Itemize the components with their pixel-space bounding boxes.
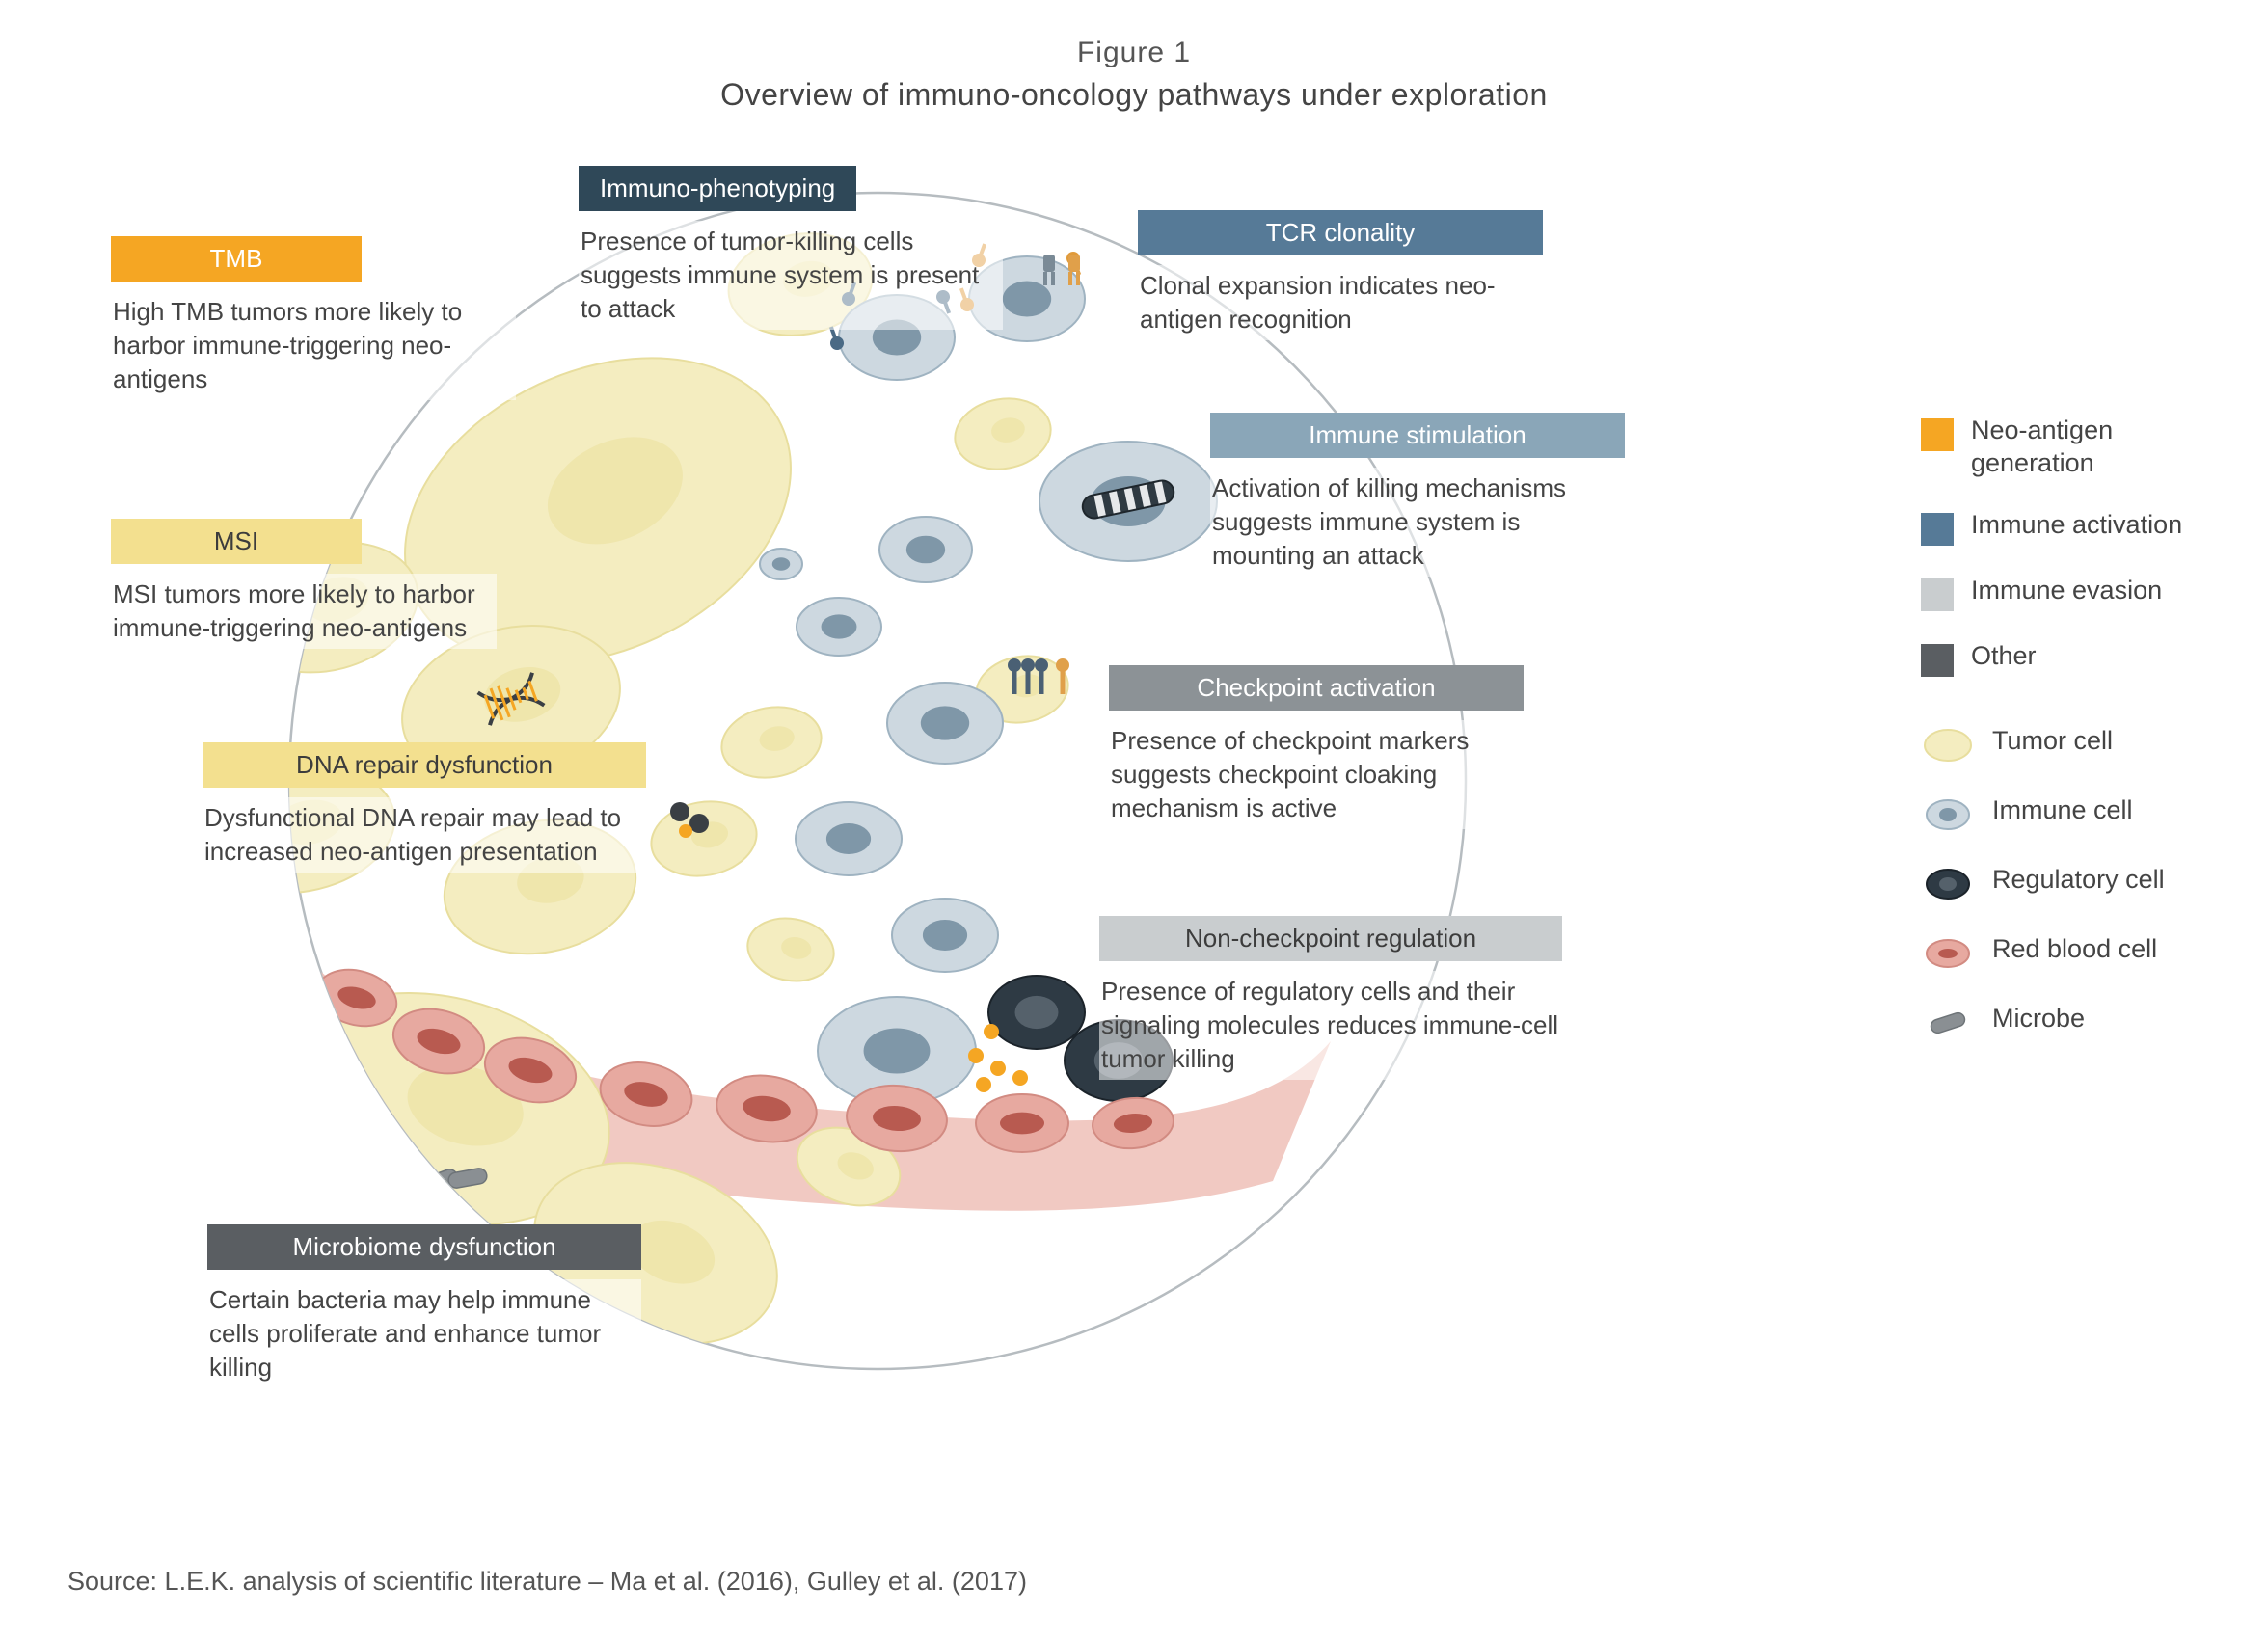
- figure-header: Figure 1 Overview of immuno-oncology pat…: [0, 37, 2268, 113]
- legend-label: Immune activation: [1971, 509, 2182, 542]
- legend-cell-icon: [1921, 725, 1975, 766]
- callout-desc-immuno-phenotyping: Presence of tumor-killing cells suggests…: [579, 221, 1003, 330]
- legend-category-row: Immune evasion: [1921, 575, 2191, 611]
- callout-header-tmb: TMB: [111, 236, 362, 282]
- callout-microbiome: Microbiome dysfunction Certain bacteria m…: [207, 1224, 641, 1388]
- callout-desc-tcr-clonality: Clonal expansion indicates neo-antigen r…: [1138, 265, 1543, 340]
- legend-category-row: Immune activation: [1921, 509, 2191, 546]
- legend-swatch: [1921, 513, 1954, 546]
- legend-cells: Tumor cell Immune cell Regulatory cell Red …: [1921, 725, 2191, 1043]
- callout-header-immuno-phenotyping: Immuno-phenotyping: [579, 166, 856, 211]
- callout-desc-tmb: High TMB tumors more likely to harbor im…: [111, 291, 516, 400]
- legend-cell-label: Regulatory cell: [1992, 864, 2165, 897]
- callout-msi: MSI MSI tumors more likely to harbor immu…: [111, 519, 497, 649]
- callout-immune-stimulation: Immune stimulation Activation of killing …: [1210, 413, 1625, 577]
- callout-desc-microbiome: Certain bacteria may help immune cells p…: [207, 1279, 641, 1388]
- legend-cell-row: Red blood cell: [1921, 933, 2191, 974]
- legend-cell-row: Tumor cell: [1921, 725, 2191, 766]
- legend-cell-label: Microbe: [1992, 1003, 2085, 1035]
- callout-tmb: TMB High TMB tumors more likely to harbor…: [111, 236, 516, 400]
- legend-cell-row: Immune cell: [1921, 794, 2191, 835]
- callout-desc-msi: MSI tumors more likely to harbor immune-…: [111, 574, 497, 649]
- callout-immuno-phenotyping: Immuno-phenotyping Presence of tumor-kill…: [579, 166, 1003, 330]
- legend-swatch: [1921, 644, 1954, 677]
- legend-cell-icon: [1921, 1003, 1975, 1043]
- callout-desc-immune-stimulation: Activation of killing mechanisms suggest…: [1210, 468, 1625, 577]
- legend-cell-row: Microbe: [1921, 1003, 2191, 1043]
- callout-desc-dna-repair: Dysfunctional DNA repair may lead to inc…: [202, 797, 646, 873]
- figure-title: Overview of immuno-oncology pathways und…: [0, 77, 2268, 113]
- legend-swatch: [1921, 418, 1954, 451]
- figure-number: Figure 1: [0, 37, 2268, 69]
- callout-header-checkpoint-activation: Checkpoint activation: [1109, 665, 1524, 711]
- callout-header-immune-stimulation: Immune stimulation: [1210, 413, 1625, 458]
- legend-categories: Neo-antigen generation Immune activation I…: [1921, 415, 2191, 677]
- legend-category-row: Neo-antigen generation: [1921, 415, 2191, 480]
- legend-cell-row: Regulatory cell: [1921, 864, 2191, 904]
- legend-category-row: Other: [1921, 640, 2191, 677]
- legend-cell-icon: [1921, 864, 1975, 904]
- callout-header-tcr-clonality: TCR clonality: [1138, 210, 1543, 255]
- legend-cell-label: Tumor cell: [1992, 725, 2113, 758]
- legend-cell-icon: [1921, 933, 1975, 974]
- legend-swatch: [1921, 578, 1954, 611]
- callout-header-dna-repair: DNA repair dysfunction: [202, 742, 646, 788]
- callout-tcr-clonality: TCR clonality Clonal expansion indicates …: [1138, 210, 1543, 340]
- legend-cell-icon: [1921, 794, 1975, 835]
- callout-desc-non-checkpoint: Presence of regulatory cells and their s…: [1099, 971, 1562, 1080]
- legend-label: Immune evasion: [1971, 575, 2162, 607]
- callout-dna-repair: DNA repair dysfunction Dysfunctional DNA …: [202, 742, 646, 873]
- diagram-canvas: TMB High TMB tumors more likely to harbor…: [58, 145, 1678, 1465]
- source-citation: Source: L.E.K. analysis of scientific li…: [68, 1567, 1027, 1597]
- callout-header-non-checkpoint: Non-checkpoint regulation: [1099, 916, 1562, 961]
- legend: Neo-antigen generation Immune activation I…: [1921, 415, 2191, 1091]
- legend-label: Other: [1971, 640, 2037, 673]
- legend-cell-label: Immune cell: [1992, 794, 2133, 827]
- callout-desc-checkpoint-activation: Presence of checkpoint markers suggests …: [1109, 720, 1524, 829]
- callout-header-msi: MSI: [111, 519, 362, 564]
- legend-cell-label: Red blood cell: [1992, 933, 2157, 966]
- callout-non-checkpoint: Non-checkpoint regulation Presence of reg…: [1099, 916, 1562, 1080]
- legend-label: Neo-antigen generation: [1971, 415, 2191, 480]
- callout-header-microbiome: Microbiome dysfunction: [207, 1224, 641, 1270]
- callout-checkpoint-activation: Checkpoint activation Presence of checkpo…: [1109, 665, 1524, 829]
